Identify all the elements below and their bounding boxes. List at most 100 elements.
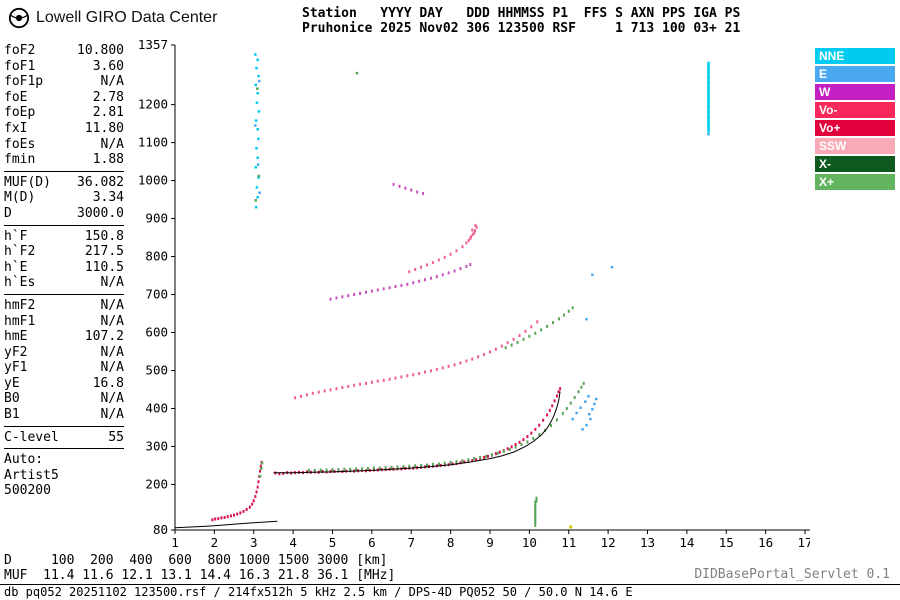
param-label: M(D) — [4, 190, 36, 206]
y-tick-label: 400 — [145, 400, 168, 415]
param-label: foE — [4, 89, 28, 105]
y-tick-label: 200 — [145, 476, 168, 491]
station-header-line1: Station YYYY DAY DDD HHMMSS P1 FFS S AXN… — [302, 6, 741, 21]
x-tick-label: 3 — [250, 535, 258, 550]
x-tick-label: 6 — [368, 535, 376, 550]
legend-item-nne: NNE — [815, 48, 895, 64]
x-tick-label: 2 — [211, 535, 219, 550]
param-label: foF1 — [4, 58, 36, 74]
param-row-d: D 3000.0 — [4, 206, 124, 222]
param-row-fof1p: foF1p N/A — [4, 74, 124, 90]
series-vo-minus-second-hop — [294, 320, 539, 400]
param-row-yf1: yF1 N/A — [4, 360, 124, 376]
x-tick-label: 1 — [171, 535, 179, 550]
param-value: 217.5 — [84, 244, 124, 260]
param-row-artist5: Artist5 — [4, 468, 124, 484]
y-tick-label: 1357 — [138, 38, 168, 52]
param-row-hmf2: hmF2 N/A — [4, 298, 124, 314]
x-tick-label: 12 — [601, 535, 616, 550]
param-label: fxI — [4, 120, 28, 136]
series-x-plus-main-trace — [307, 381, 585, 472]
param-row-md: M(D) 3.34 — [4, 190, 124, 206]
servlet-version-label: DIDBasePortal_Servlet 0.1 — [694, 567, 890, 582]
trace-line-autoscaled-e-baseline — [174, 520, 278, 529]
station-header: Station YYYY DAY DDD HHMMSS P1 FFS S AXN… — [302, 6, 740, 36]
y-tick-label: 1200 — [138, 97, 168, 112]
legend-item-e: E — [815, 66, 895, 82]
series-w-high-streak — [392, 182, 425, 196]
param-row-auto: Auto: — [4, 452, 124, 468]
parameter-group: foF2 10.800 foF1 3.60 foF1p N/A foE 2.78 foEp 2.8… — [4, 42, 124, 172]
y-tick-label: 800 — [145, 249, 168, 264]
x-tick-label: 15 — [719, 535, 734, 550]
polarization-legend: NNE E W Vo- Vo+ SSW X- X+ — [815, 48, 895, 192]
x-tick-label: 10 — [522, 535, 537, 550]
y-tick-label: 500 — [145, 362, 168, 377]
parameter-group: Auto: Artist5 500200 — [4, 451, 124, 502]
param-label: yF1 — [4, 360, 28, 376]
y-tick-label: 1000 — [138, 173, 168, 188]
param-label: foF1p — [4, 74, 44, 90]
lowell-brand: Lowell GIRO Data Center — [8, 7, 217, 29]
param-row-hme: hmE 107.2 — [4, 329, 124, 345]
param-label: h`F2 — [4, 244, 36, 260]
param-row-ye: yE 16.8 — [4, 376, 124, 392]
param-label: h`Es — [4, 275, 36, 291]
param-value: 16.8 — [92, 375, 124, 391]
param-row-hf: h`F 150.8 — [4, 229, 124, 245]
param-value: 107.2 — [84, 329, 124, 345]
param-value: N/A — [100, 313, 124, 329]
param-row-fof2: foF2 10.800 — [4, 43, 124, 59]
param-label: hmF1 — [4, 313, 36, 329]
param-label: foEp — [4, 105, 36, 121]
series-e-mode-near-critical-scatter — [571, 265, 614, 431]
param-value: N/A — [100, 275, 124, 291]
param-row-fof1: foF1 3.60 — [4, 59, 124, 75]
param-label: B0 — [4, 391, 20, 407]
param-row-foe: foE 2.78 — [4, 90, 124, 106]
param-value: N/A — [100, 136, 124, 152]
param-row-mufd: MUF(D) 36.082 — [4, 175, 124, 191]
param-value: 150.8 — [84, 228, 124, 244]
series-misc-yellow-dot — [569, 525, 573, 529]
param-value: N/A — [100, 297, 124, 313]
y-tick-label: 300 — [145, 438, 168, 453]
y-tick-label: 700 — [145, 287, 168, 302]
param-row-fmin: fmin 1.88 — [4, 152, 124, 168]
legend-item-vo: Vo+ — [815, 120, 895, 136]
param-value: 3000.0 — [77, 205, 124, 221]
param-row-he: h`E 110.5 — [4, 260, 124, 276]
param-label: C-level — [4, 429, 59, 445]
param-label: yF2 — [4, 344, 28, 360]
param-label: B1 — [4, 407, 20, 423]
ionogram-plot: 1357 1200 1100 1000 900 800 700 600 500 400 300 200… — [120, 37, 813, 563]
legend-item-vo: Vo- — [815, 102, 895, 118]
x-tick-label: 8 — [447, 535, 455, 550]
y-tick-label: 80 — [153, 522, 168, 537]
param-label: foF2 — [4, 43, 36, 58]
muf-d-table: D 100 200 400 600 800 1000 1500 3000 [km… — [4, 553, 396, 583]
param-label: foEs — [4, 136, 36, 152]
series-vo-plus-main-trace — [211, 387, 562, 522]
series-x-plus-second-hop — [504, 306, 574, 350]
y-tick-label: 1100 — [138, 135, 168, 150]
param-label: yE — [4, 375, 20, 391]
param-label: Auto: — [4, 452, 44, 468]
param-row-clevel: C-level 55 — [4, 430, 124, 446]
param-row-500200: 500200 — [4, 483, 124, 499]
parameter-group: MUF(D) 36.082 M(D) 3.34 D 3000.0 — [4, 174, 124, 226]
y-tick-label: 900 — [145, 211, 168, 226]
param-value: N/A — [100, 344, 124, 360]
param-label: Artist5 — [4, 467, 59, 483]
series-x-plus-scattered — [254, 71, 359, 478]
x-tick-label: 11 — [561, 535, 576, 550]
x-tick-label: 4 — [289, 535, 297, 550]
param-value: 36.082 — [77, 174, 124, 190]
x-tick-label: 16 — [758, 535, 773, 550]
parameter-panel: foF2 10.800 foF1 3.60 foF1p N/A foE 2.78 foEp 2.8… — [4, 42, 124, 502]
x-tick-label: 14 — [679, 535, 694, 550]
param-value: 110.5 — [84, 259, 124, 275]
param-row-hf2: h`F2 217.5 — [4, 244, 124, 260]
param-label: h`F — [4, 228, 28, 244]
x-tick-label: 13 — [640, 535, 655, 550]
